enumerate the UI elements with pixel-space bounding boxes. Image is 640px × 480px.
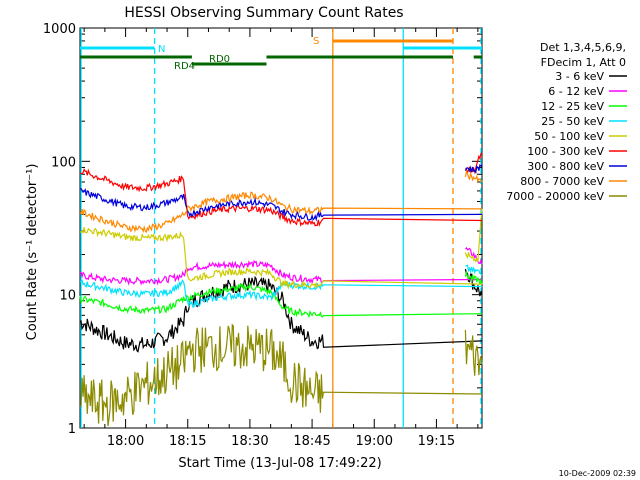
y-tick-label: 1: [68, 422, 76, 437]
flag-label: RD4: [174, 61, 195, 72]
legend-label: 3 - 6 keV: [555, 70, 604, 83]
legend-label: 800 - 7000 keV: [520, 175, 604, 188]
flag-label: N: [158, 44, 165, 55]
series-line: [79, 191, 483, 234]
series-line: [464, 208, 483, 263]
series-line: [79, 168, 483, 227]
x-tick-label: 18:15: [169, 434, 206, 449]
series-line: [464, 270, 483, 285]
series-line: [79, 282, 483, 318]
series-line: [79, 275, 483, 353]
flag-label: S: [313, 36, 319, 47]
x-tick-label: 18:30: [231, 434, 268, 449]
legend-header-line-2: FDecim 1, Att 0: [541, 56, 626, 69]
y-axis-label: Count Rate (s⁻¹ detector⁻¹): [25, 164, 40, 341]
x-tick-label: 19:00: [356, 434, 393, 449]
legend-header-line-1: Det 1,3,4,5,6,9,: [540, 41, 626, 54]
legend-label: 6 - 12 keV: [548, 85, 604, 98]
x-tick-label: 18:45: [293, 434, 330, 449]
x-tick-label: 18:00: [107, 434, 144, 449]
series-line: [79, 259, 483, 286]
legend-label: 100 - 300 keV: [527, 145, 604, 158]
legend-label: 50 - 100 keV: [534, 130, 604, 143]
plot-frame: [79, 27, 483, 429]
x-tick-label: 19:15: [418, 434, 455, 449]
chart-title: HESSI Observing Summary Count Rates: [124, 5, 403, 21]
series-line: [79, 227, 483, 290]
series-line: [465, 264, 483, 276]
x-axis-label: Start Time (13-Jul-08 17:49:22): [178, 456, 381, 471]
series-line: [464, 163, 483, 175]
series-line: [464, 247, 483, 265]
legend-label: 25 - 50 keV: [541, 115, 604, 128]
y-tick-label: 1000: [43, 22, 76, 37]
legend: Det 1,3,4,5,6,9, FDecim 1, Att 0 3 - 6 k…: [506, 41, 627, 203]
plot-area: 1 10 100 1000 18:00 18:15 18:30 18:45 19:00 19:15…: [43, 22, 483, 449]
timestamp: 10-Dec-2009 02:39: [559, 469, 636, 478]
legend-label: 300 - 800 keV: [527, 160, 604, 173]
y-tick-label: 10: [59, 289, 76, 304]
legend-label: 12 - 25 keV: [541, 100, 604, 113]
y-tick-label: 100: [51, 155, 76, 170]
flag-label: RD0: [209, 54, 230, 65]
series-line: [464, 329, 483, 376]
series-line: [79, 187, 483, 222]
legend-label: 7000 - 20000 keV: [506, 190, 604, 203]
series-line: [464, 169, 483, 184]
series-line: [79, 323, 483, 427]
